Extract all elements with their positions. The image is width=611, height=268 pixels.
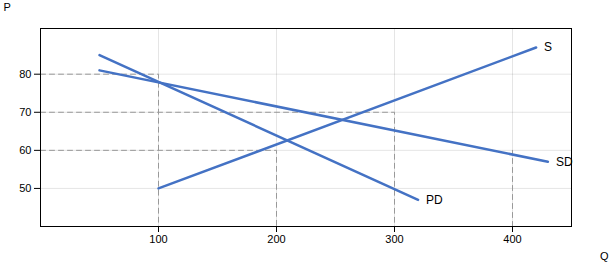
svg-text:80: 80	[19, 68, 31, 80]
svg-text:Q: Q	[600, 250, 609, 262]
svg-text:300: 300	[385, 233, 403, 245]
svg-text:200: 200	[267, 233, 285, 245]
svg-text:PD: PD	[426, 193, 443, 207]
svg-text:400: 400	[503, 233, 521, 245]
svg-text:50: 50	[19, 182, 31, 194]
svg-text:70: 70	[19, 106, 31, 118]
svg-text:100: 100	[149, 233, 167, 245]
svg-text:S: S	[544, 40, 552, 54]
svg-text:60: 60	[19, 144, 31, 156]
svg-text:SD: SD	[556, 155, 573, 169]
svg-text:P: P	[4, 1, 11, 13]
